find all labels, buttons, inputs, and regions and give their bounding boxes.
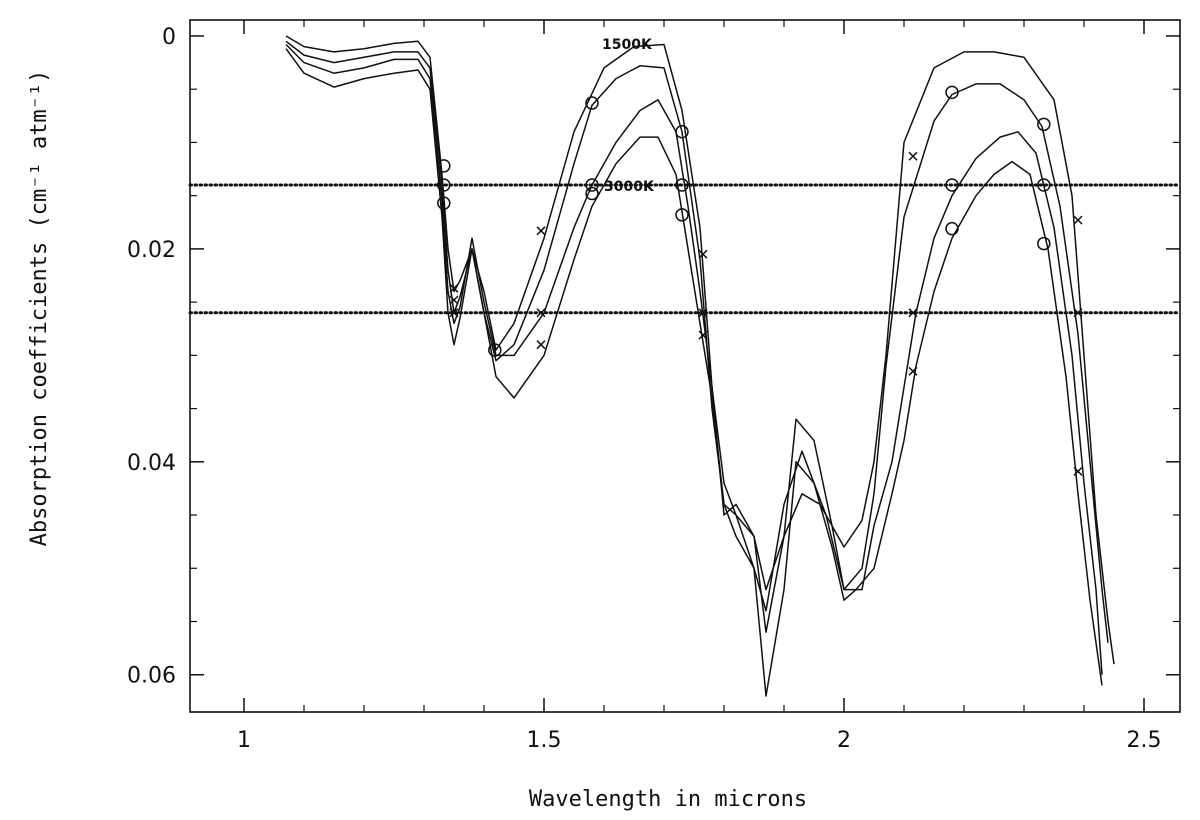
circle-marker-1 [437, 159, 451, 173]
circle-marker-3 [437, 196, 451, 210]
cross-stroke [536, 340, 546, 350]
cross-stroke [449, 295, 459, 305]
y-tick-label: 0.04 [127, 451, 176, 476]
cross-stroke [908, 366, 918, 376]
series-line-2 [285, 40, 1109, 643]
circle-marker-15 [1037, 178, 1051, 192]
cross-marker-9 [698, 330, 708, 340]
y-tick-label: 0.06 [127, 664, 176, 689]
cross-marker-2 [449, 295, 459, 305]
cross-marker-12 [908, 366, 918, 376]
circle-marker-12 [945, 178, 959, 192]
cross-stroke [698, 330, 708, 340]
y-axis-title: Absorption coefficients (cm⁻¹ atm⁻¹) [27, 70, 52, 547]
annotation-3000k: 3000K [604, 179, 655, 195]
cross-marker-5 [536, 308, 546, 318]
x-tick-label: 1.5 [527, 728, 562, 753]
cross-stroke [908, 308, 918, 318]
cross-stroke [1073, 466, 1083, 476]
cross-marker-13 [1073, 215, 1083, 225]
series-layer [285, 35, 1115, 697]
circle-marker-14 [1037, 117, 1051, 132]
cross-stroke [536, 226, 546, 236]
y-tick-label: 0.02 [127, 238, 176, 263]
y-axis: 0 0.02 0.04 0.06 [127, 25, 1180, 689]
cross-marker-3 [449, 308, 459, 318]
cross-stroke [449, 308, 459, 318]
x-tick-label: 2.5 [1127, 728, 1162, 753]
series-line-4 [285, 48, 1103, 697]
circle-marker-10 [675, 208, 689, 222]
y-tick-label: 0 [162, 25, 176, 50]
circle-marker-13 [945, 221, 959, 236]
cross-marker-14 [1073, 308, 1083, 318]
cross-marker-1 [449, 283, 459, 293]
x-axis: 1 1.5 2 2.5 [237, 20, 1162, 753]
annotation-1500k: 1500K [602, 37, 653, 53]
circle-marker-7 [585, 186, 599, 201]
cross-marker-7 [698, 249, 708, 259]
circle-marker-8 [675, 125, 689, 139]
circle-marker-4 [488, 343, 502, 357]
cross-stroke [536, 308, 546, 318]
reference-lines [188, 183, 1182, 315]
x-tick-label: 1 [237, 728, 251, 753]
circle-marker-5 [585, 96, 599, 110]
cross-marker-4 [536, 226, 546, 236]
cross-marker-8 [698, 308, 708, 318]
cross-marker-10 [908, 151, 918, 161]
x-axis-title: Wavelength in microns [529, 787, 807, 812]
cross-marker-15 [1073, 466, 1083, 476]
cross-marker-11 [908, 308, 918, 318]
cross-stroke [449, 283, 459, 293]
circle-marker-16 [1037, 236, 1051, 251]
cross-stroke [1073, 215, 1083, 225]
series-line-3 [285, 43, 1103, 675]
circle-marker-9 [675, 178, 689, 192]
circle-marker-2 [437, 178, 451, 192]
x-tick-label: 2 [837, 728, 851, 753]
circle-marker-6 [585, 178, 599, 192]
circle-marker-11 [945, 85, 959, 100]
cross-marker-6 [536, 340, 546, 350]
cross-stroke [908, 151, 918, 161]
plot-frame [189, 19, 1181, 713]
cross-stroke [698, 249, 708, 259]
series-line-1 [285, 35, 1115, 665]
cross-stroke [698, 308, 708, 318]
marker-layer [437, 85, 1083, 476]
cross-stroke [1073, 308, 1083, 318]
